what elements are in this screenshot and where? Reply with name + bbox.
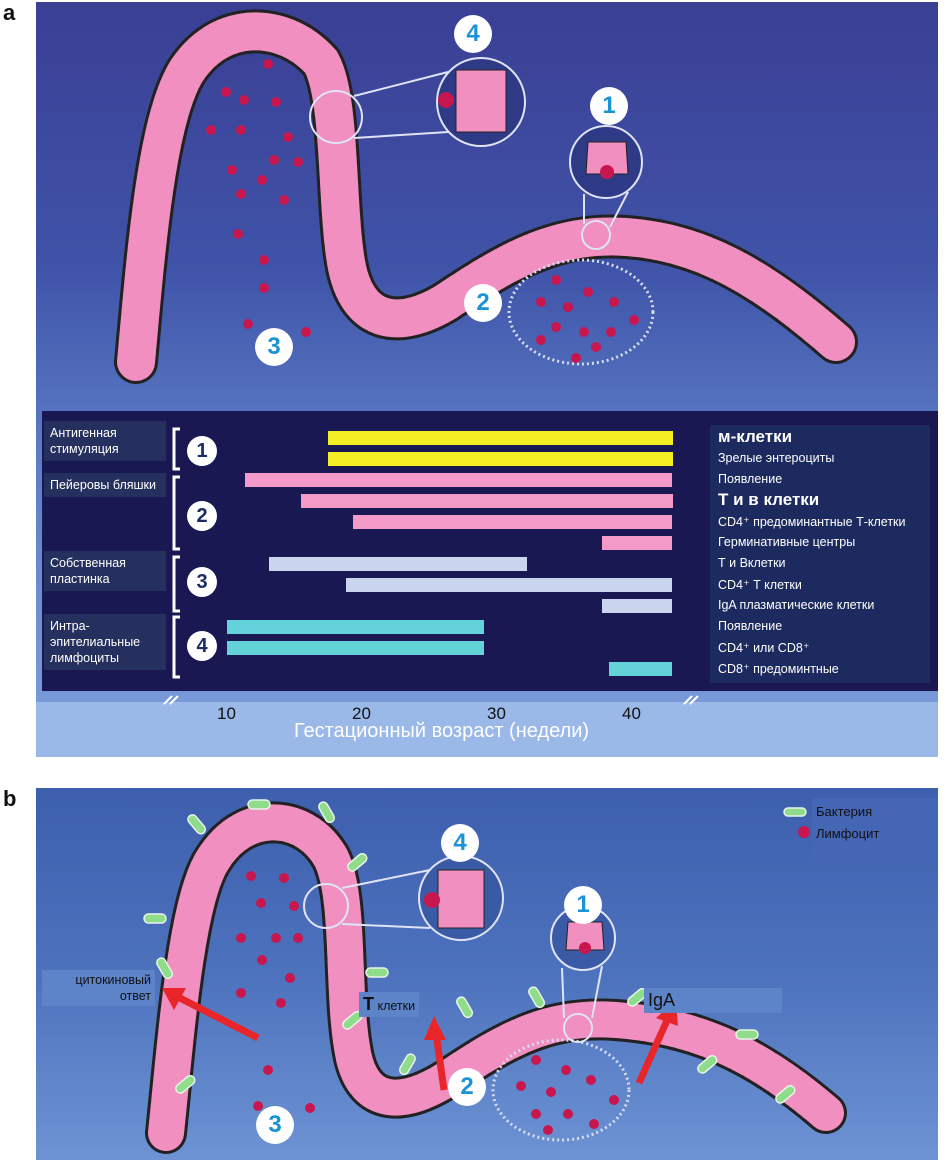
zoom-source-4 [309,90,363,144]
zoom-line [561,967,565,1019]
marker-1: 1 [564,886,602,924]
timeline-bar [268,557,527,571]
zoom-line [341,923,431,929]
timeline-bar [227,620,484,634]
zoom-source-1 [581,220,611,250]
timeline-bar [352,515,673,529]
legend-bacteria-label: Бактерия [816,804,873,819]
zoom-line [591,965,603,1019]
zoom-line [353,131,449,139]
timeline-bar [602,599,673,613]
t-cells-label: Т клетки [359,992,420,1017]
legend-panel [812,798,938,862]
panel-b-label: b [3,786,17,811]
timeline-description: CD4⁺ предоминантные Т-клетки [718,515,906,529]
iga-label: IgA [644,988,782,1013]
timeline-bar [328,452,673,466]
timeline-bar [227,641,484,655]
panel-a: 1 2 3 4 Антигенная стимуляция Пейеровы б… [36,2,938,757]
axis-tick-label: 40 [622,704,641,723]
timeline-description: Т и в клетки [718,490,820,509]
row-number-2: 2 [187,501,217,531]
m-cell-inset [585,141,629,175]
lymphocyte [600,165,614,179]
timeline-description: Появление [718,619,783,633]
t-cells-letter: Т [363,994,374,1014]
legend-lymphocyte-label: Лимфоцит [816,826,880,841]
inset-cells-4 [437,869,485,929]
zoom-source-4 [303,883,349,929]
marker-1: 1 [590,87,628,125]
timeline-description: Герминативные центры [718,535,856,549]
row-number-3: 3 [187,567,217,597]
marker-2: 2 [448,1068,486,1106]
row-label-peyers: Пейеровы бляшки [44,473,166,497]
row-number-4: 4 [187,631,217,661]
timeline-description: CD8⁺ предоминтные [718,662,839,676]
development-timeline: Антигенная стимуляция Пейеровы бляшки Со… [42,411,938,691]
lymphocytes-group [236,871,619,1135]
timeline-description: CD4⁺ или CD8⁺ [718,641,810,655]
row-label-iel: Интра-эпителиальные лимфоциты [44,614,166,670]
timeline-bar [301,494,673,508]
timeline-description: IgA плазматические клетки [718,598,875,612]
row-label-antigen: Антигенная стимуляция [44,421,166,461]
descriptions-panel [710,425,930,683]
epithelial-cells [117,12,855,381]
timeline-bar [602,536,673,550]
axis-tick-label: 10 [217,704,236,723]
row-brackets [172,427,180,679]
epithelium-outline [145,801,847,1154]
marker-2: 2 [464,284,502,322]
zoom-line [353,71,449,97]
response-arrows [162,988,678,1091]
lymphoid-follicle [507,258,655,366]
panel-b: Бактерия Лимфоцит 1 2 3 4 цитокиновый от… [36,788,938,1160]
marker-3: 3 [255,328,293,366]
bacteria-group [143,799,796,1104]
timeline-description: Появление [718,472,783,486]
axis-tick-label: 30 [487,704,506,723]
zoom-source-1 [563,1013,593,1043]
marker-4: 4 [441,824,479,862]
lymphoid-follicle [491,1038,631,1142]
marker-4: 4 [454,15,492,53]
legend-bacteria-icon [783,807,807,817]
lymphocytes-group [206,59,639,363]
axis-title: Гестационный возраст (недели) [294,720,590,742]
timeline-bar [244,473,673,487]
row-number-1: 1 [187,436,217,466]
zoom-line [609,191,629,228]
axis-break-marks [163,695,699,705]
timeline-bar [345,578,673,592]
lymphocyte [579,942,591,954]
m-cell-inset [565,921,605,951]
cytokine-response-label: цитокиновый ответ [42,970,155,1006]
inset-cells-4 [455,69,507,133]
axis-tick-label: 20 [352,704,371,723]
timeline-bar [609,662,673,676]
t-cells-word: клетки [377,999,416,1013]
legend-lymphocyte-icon [798,826,810,838]
timeline-bar [328,431,673,445]
timeline-description: CD4⁺ Т клетки [718,578,802,592]
timeline-description: м-клетки [718,427,793,446]
lymphocyte [424,892,440,908]
timeline-description: Т и Вклетки [718,556,786,570]
timeline-description: Зрелые энтероциты [718,451,835,465]
intestine-illustration-a [114,9,858,384]
zoom-line [341,869,431,889]
lymphocyte [438,92,454,108]
row-label-lamina: Собственная пластинка [44,551,166,591]
marker-3: 3 [256,1106,294,1144]
axis-band [36,702,938,757]
panel-a-label: a [3,0,16,25]
intestine-illustration-b [143,799,847,1154]
epithelial-cells [148,804,844,1151]
